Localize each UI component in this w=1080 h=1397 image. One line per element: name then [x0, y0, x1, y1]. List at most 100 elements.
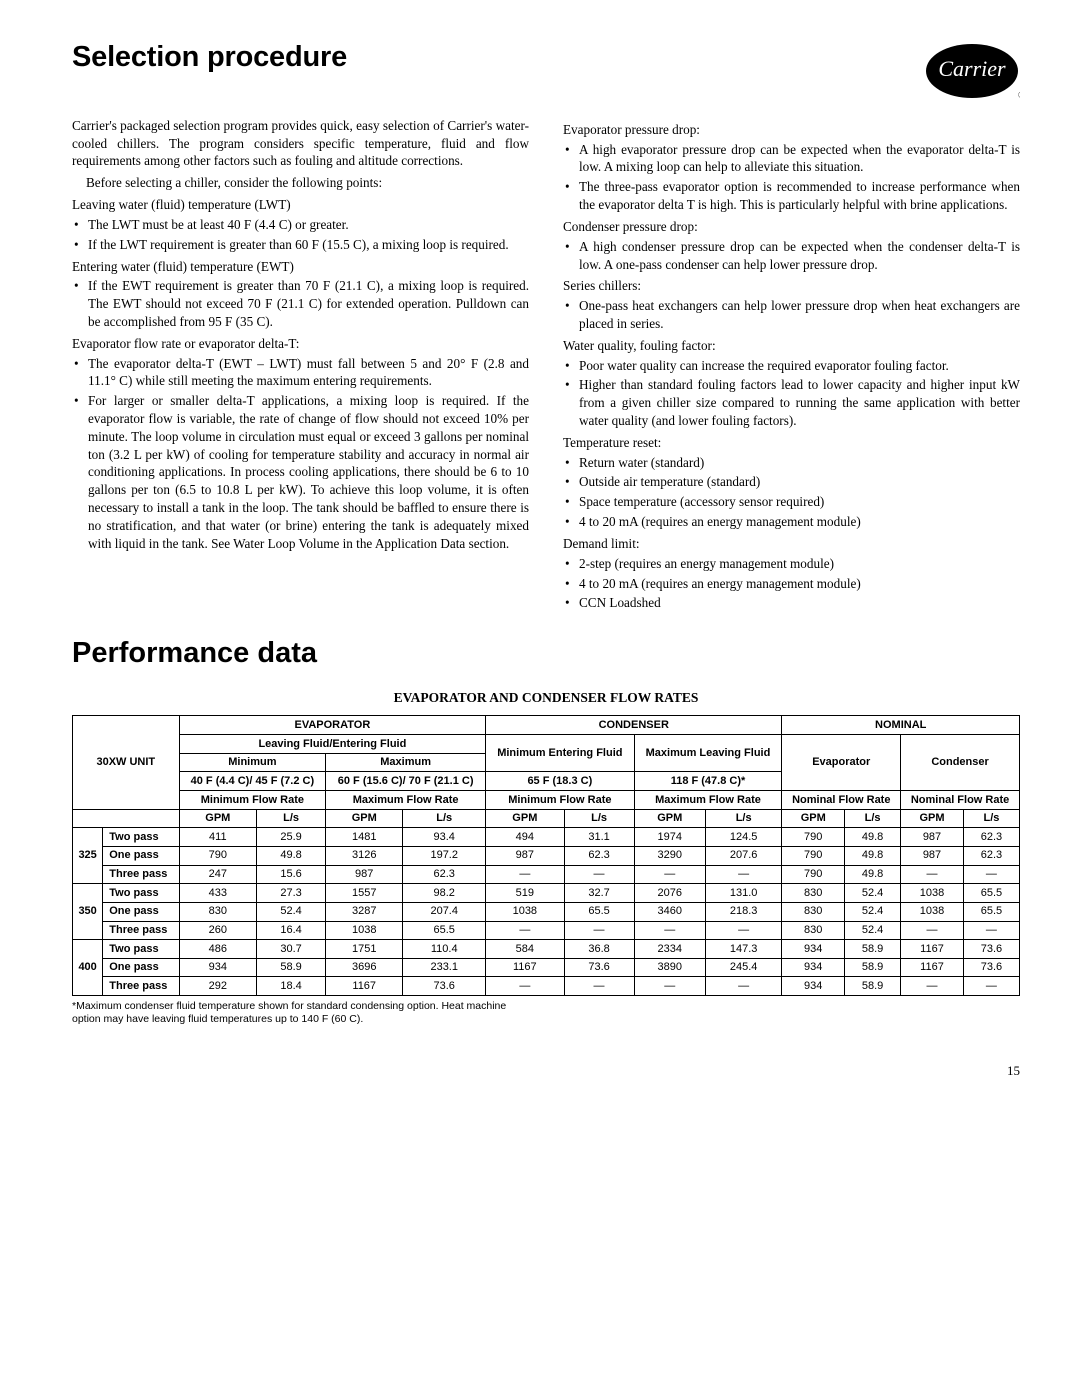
data-cell: 52.4 [845, 902, 901, 921]
data-cell: 830 [782, 902, 845, 921]
data-cell: — [634, 865, 705, 884]
data-cell: — [901, 865, 964, 884]
data-cell: 52.4 [845, 921, 901, 940]
data-cell: — [634, 977, 705, 996]
data-cell: 65.5 [963, 902, 1019, 921]
intro-para-1: Carrier's packaged selection program pro… [72, 117, 529, 170]
data-cell: 25.9 [257, 828, 326, 847]
data-cell: 790 [782, 846, 845, 865]
list-item: A high evaporator pressure drop can be e… [563, 141, 1020, 177]
data-cell: 247 [179, 865, 256, 884]
subhead-water-quality: Water quality, fouling factor: [563, 337, 1020, 355]
th-gpm: GPM [782, 809, 845, 828]
table-row: 400Two pass48630.71751110.458436.8233414… [73, 940, 1020, 959]
list-item: CCN Loadshed [563, 594, 1020, 612]
th-temp1: 40 F (4.4 C)/ 45 F (7.2 C) [179, 772, 325, 791]
data-cell: 987 [326, 865, 403, 884]
data-cell: 49.8 [845, 865, 901, 884]
data-cell: 260 [179, 921, 256, 940]
pass-label: Three pass [103, 865, 179, 884]
th-min-flow-2: Minimum Flow Rate [486, 791, 634, 810]
th-max-flow-1: Maximum Flow Rate [326, 791, 486, 810]
th-gpm: GPM [634, 809, 705, 828]
th-leaving-entering: Leaving Fluid/Entering Fluid [179, 735, 485, 754]
data-cell: 27.3 [257, 884, 326, 903]
data-cell: 218.3 [705, 902, 782, 921]
data-cell: 987 [901, 828, 964, 847]
subhead-evap-pd: Evaporator pressure drop: [563, 121, 1020, 139]
left-column: Carrier's packaged selection program pro… [72, 117, 529, 616]
data-cell: 36.8 [564, 940, 634, 959]
th-cond: CONDENSER [486, 716, 782, 735]
unit-size: 350 [73, 884, 103, 940]
data-cell: 1038 [901, 902, 964, 921]
th-max-flow-2: Maximum Flow Rate [634, 791, 782, 810]
subhead-ewt: Entering water (fluid) temperature (EWT) [72, 258, 529, 276]
data-cell: 207.4 [403, 902, 486, 921]
data-cell: 1481 [326, 828, 403, 847]
list-item: Higher than standard fouling factors lea… [563, 376, 1020, 429]
th-max-leaving: Maximum Leaving Fluid [634, 735, 782, 772]
subhead-cond-pd: Condenser pressure drop: [563, 218, 1020, 236]
data-cell: 207.6 [705, 846, 782, 865]
data-cell: 934 [782, 977, 845, 996]
water-quality-bullets: Poor water quality can increase the requ… [563, 357, 1020, 430]
data-cell: — [705, 865, 782, 884]
data-cell: — [634, 921, 705, 940]
flow-rates-table: 30XW UNIT EVAPORATOR CONDENSER NOMINAL L… [72, 715, 1020, 996]
th-gpm: GPM [179, 809, 256, 828]
temp-reset-bullets: Return water (standard)Outside air tempe… [563, 454, 1020, 531]
list-item: If the LWT requirement is greater than 6… [72, 236, 529, 254]
lwt-bullets: The LWT must be at least 40 F (4.4 C) or… [72, 216, 529, 254]
table-footnote: *Maximum condenser fluid temperature sho… [72, 1000, 512, 1026]
table-row: One pass93458.93696233.1116773.63890245.… [73, 958, 1020, 977]
data-cell: 65.5 [963, 884, 1019, 903]
data-cell: 790 [782, 865, 845, 884]
th-nom-flow-2: Nominal Flow Rate [901, 791, 1020, 810]
data-cell: 292 [179, 977, 256, 996]
data-cell: 3696 [326, 958, 403, 977]
data-cell: — [901, 921, 964, 940]
pass-label: One pass [103, 846, 179, 865]
ewt-bullets: If the EWT requirement is greater than 7… [72, 277, 529, 330]
data-cell: 197.2 [403, 846, 486, 865]
data-cell: 830 [782, 884, 845, 903]
data-cell: 62.3 [564, 846, 634, 865]
data-cell: 1038 [901, 884, 964, 903]
data-cell: 584 [486, 940, 564, 959]
data-cell: — [486, 977, 564, 996]
data-cell: 65.5 [564, 902, 634, 921]
page-number: 15 [72, 1062, 1020, 1080]
list-item: For larger or smaller delta-T applicatio… [72, 392, 529, 552]
data-cell: 1038 [486, 902, 564, 921]
data-cell: 1167 [486, 958, 564, 977]
data-cell: 30.7 [257, 940, 326, 959]
list-item: 4 to 20 mA (requires an energy managemen… [563, 575, 1020, 593]
table-row: One pass83052.43287207.4103865.53460218.… [73, 902, 1020, 921]
list-item: The evaporator delta-T (EWT – LWT) must … [72, 355, 529, 391]
subhead-temp-reset: Temperature reset: [563, 434, 1020, 452]
evap-pd-bullets: A high evaporator pressure drop can be e… [563, 141, 1020, 214]
pass-label: Two pass [103, 828, 179, 847]
data-cell: 93.4 [403, 828, 486, 847]
data-cell: 1167 [901, 940, 964, 959]
th-temp3: 65 F (18.3 C) [486, 772, 634, 791]
pass-label: One pass [103, 958, 179, 977]
data-cell: 1038 [326, 921, 403, 940]
data-cell: 790 [179, 846, 256, 865]
data-cell: 65.5 [403, 921, 486, 940]
th-ls: L/s [257, 809, 326, 828]
subhead-deltat: Evaporator flow rate or evaporator delta… [72, 335, 529, 353]
right-column: Evaporator pressure drop: A high evapora… [563, 117, 1020, 616]
data-cell: — [705, 921, 782, 940]
data-cell: — [901, 977, 964, 996]
data-cell: 98.2 [403, 884, 486, 903]
data-cell: 3287 [326, 902, 403, 921]
subhead-lwt: Leaving water (fluid) temperature (LWT) [72, 196, 529, 214]
data-cell: — [564, 977, 634, 996]
data-cell: 49.8 [845, 828, 901, 847]
data-cell: — [486, 865, 564, 884]
data-cell: 2076 [634, 884, 705, 903]
list-item: The three-pass evaporator option is reco… [563, 178, 1020, 214]
data-cell: 830 [179, 902, 256, 921]
